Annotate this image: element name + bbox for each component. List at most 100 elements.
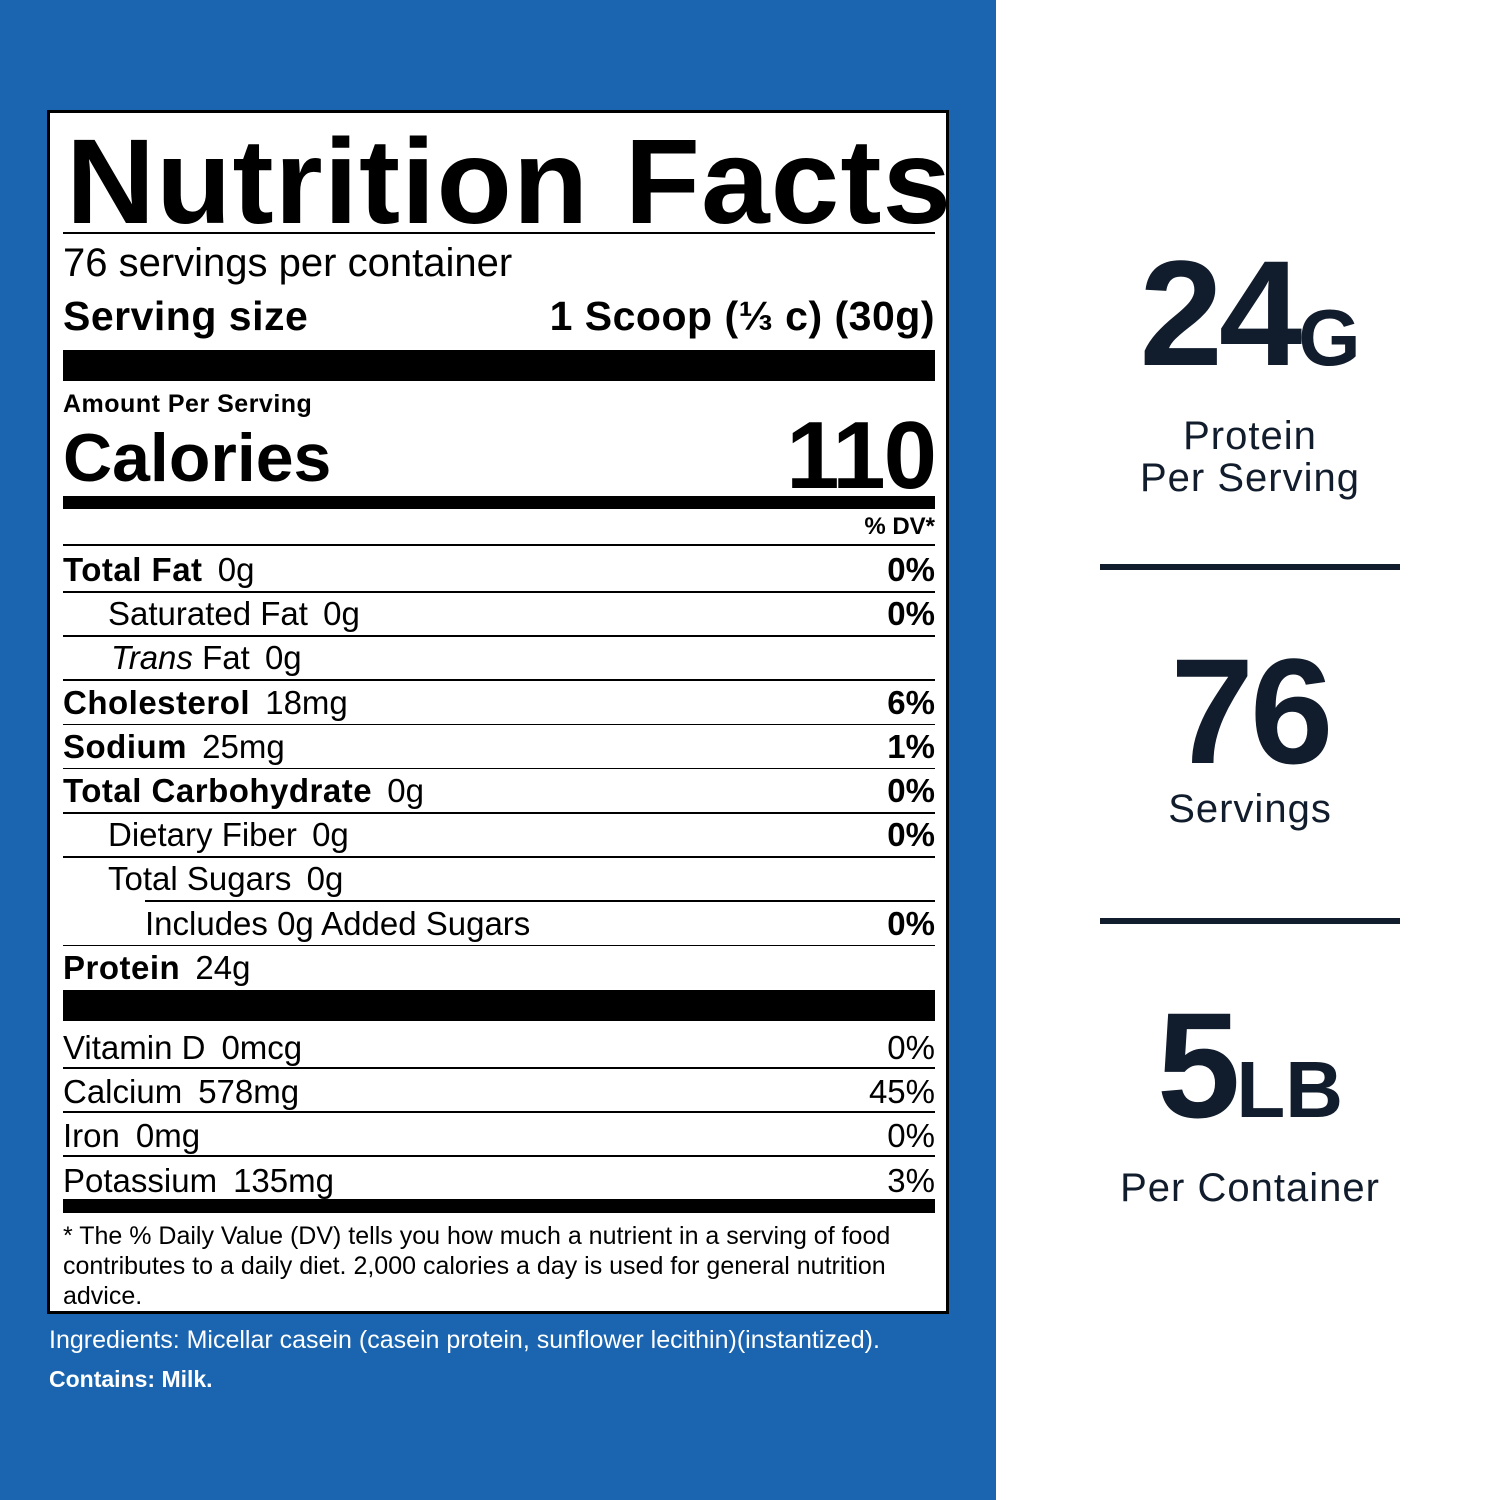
- vitamin-dv: 0%: [887, 1117, 935, 1155]
- vitamin-amount: 578mg: [198, 1073, 300, 1111]
- divider: [145, 900, 935, 902]
- divider: [63, 679, 935, 681]
- divider: [1100, 918, 1400, 924]
- nutrient-dv: 1%: [887, 727, 935, 765]
- medium-bar: [63, 496, 935, 509]
- nutrient-row: Saturated Fat 0g 0%: [63, 592, 935, 636]
- thick-bar: [63, 350, 935, 381]
- stat-unit: LB: [1236, 1045, 1344, 1134]
- nutrient-amount: 0g: [264, 639, 302, 677]
- divider: [63, 767, 935, 770]
- nutrient-label: Dietary Fiber 0g: [63, 816, 349, 854]
- nutrient-label: Total Fat 0g: [63, 551, 254, 589]
- vitamin-label: Potassium 135mg: [63, 1162, 334, 1200]
- thick-bar: [63, 990, 935, 1021]
- stat-value: 5: [1156, 981, 1240, 1149]
- calories-label: Calories: [63, 420, 332, 496]
- divider: [63, 812, 935, 814]
- nutrient-row: Includes 0g Added Sugars 0%: [63, 902, 935, 946]
- nutrient-row: Cholesterol 18mg 6%: [63, 681, 935, 725]
- nutrient-name: Dietary Fiber: [108, 816, 297, 854]
- nutrient-row: Protein 24g: [63, 946, 935, 990]
- nutrient-row: Trans Fat 0g: [63, 636, 935, 680]
- nutrient-row: Total Carbohydrate 0g 0%: [63, 769, 935, 813]
- serving-size-value: 1 Scoop (⅓ c) (30g): [549, 293, 935, 339]
- divider: [63, 1111, 935, 1113]
- divider: [63, 232, 935, 234]
- stat-protein: 24G Protein Per Serving: [1050, 238, 1450, 499]
- nutrient-label: Total Carbohydrate 0g: [63, 772, 424, 810]
- nutrient-name: Protein: [63, 948, 181, 986]
- vitamin-dv: 3%: [887, 1161, 935, 1199]
- vitamin-amount: 0mcg: [221, 1029, 303, 1066]
- calories-value: 110: [786, 402, 937, 509]
- nutrient-row: Sodium 25mg 1%: [63, 725, 935, 769]
- nutrient-name: Saturated Fat: [108, 595, 308, 633]
- divider: [63, 591, 935, 593]
- vitamin-label: Vitamin D 0mcg: [63, 1029, 302, 1067]
- nutrient-row: Dietary Fiber 0g 0%: [63, 813, 935, 857]
- vitamin-name: Calcium: [63, 1073, 183, 1111]
- vitamin-row: Calcium 578mg 45%: [63, 1070, 935, 1114]
- vitamin-name: Potassium: [63, 1161, 218, 1199]
- vitamin-label: Calcium 578mg: [63, 1073, 299, 1111]
- nutrient-label: Total Sugars 0g: [63, 860, 343, 898]
- medium-bar: [63, 1199, 935, 1213]
- nutrient-name: Total Fat: [63, 551, 203, 588]
- nutrient-amount: 25mg: [202, 727, 285, 765]
- serving-size-label: Serving size: [63, 293, 309, 339]
- stat-value: 76: [1170, 627, 1334, 795]
- divider: [1100, 564, 1400, 570]
- divider: [63, 1155, 935, 1157]
- stat-caption: Per Serving: [1140, 456, 1360, 500]
- vitamin-label: Iron 0mg: [63, 1117, 200, 1155]
- nutrient-label: Sodium 25mg: [63, 728, 285, 766]
- nutrient-name: Total Sugars: [108, 860, 292, 898]
- nutrient-amount: 0g: [312, 816, 349, 854]
- stat-servings: 76 Servings: [1050, 636, 1450, 830]
- nutrient-name-suffix: Fat: [202, 639, 250, 677]
- footnote: * The % Daily Value (DV) tells you how m…: [63, 1222, 891, 1310]
- nutrient-name: Sodium: [63, 727, 187, 765]
- stat-value: 24: [1139, 229, 1302, 397]
- nutrient-amount: 24g: [195, 948, 251, 986]
- servings-per-container: 76 servings per container: [63, 241, 513, 285]
- stat-caption: Protein: [1183, 414, 1317, 458]
- nutrient-name: Total Carbohydrate: [63, 772, 373, 809]
- divider: [63, 544, 935, 546]
- nutrient-row: Total Sugars 0g: [63, 857, 935, 901]
- nutrient-name: Includes 0g Added Sugars: [145, 904, 531, 942]
- stat-caption: Servings: [1168, 787, 1332, 831]
- nutrient-amount: 18mg: [265, 683, 348, 721]
- nutrient-dv: 6%: [887, 683, 935, 721]
- nutrient-label: Includes 0g Added Sugars: [63, 905, 530, 943]
- divider: [63, 723, 935, 726]
- nutrient-name: Trans: [111, 639, 193, 677]
- nutrition-facts-label: Nutrition Facts 76 servings per containe…: [47, 110, 953, 1314]
- nutrient-amount: 0g: [217, 551, 255, 588]
- vitamin-amount: 0mg: [135, 1117, 201, 1155]
- nutrient-label: Protein 24g: [63, 949, 250, 987]
- divider: [63, 856, 935, 858]
- vitamin-name: Vitamin D: [63, 1029, 206, 1066]
- vitamin-row: Potassium 135mg 3%: [63, 1159, 935, 1203]
- label-title: Nutrition Facts: [66, 113, 953, 249]
- ingredients: Ingredients: Micellar casein (casein pro…: [49, 1326, 880, 1354]
- serving-size-row: Serving size 1 Scoop (⅓ c) (30g): [63, 293, 935, 340]
- vitamin-row: Vitamin D 0mcg 0%: [63, 1026, 935, 1070]
- vitamin-name: Iron: [63, 1117, 120, 1155]
- nutrient-amount: 0g: [323, 595, 360, 633]
- divider: [63, 1067, 935, 1069]
- nutrient-label: Trans Fat 0g: [63, 639, 302, 677]
- stat-unit: G: [1298, 293, 1361, 382]
- allergen-statement: Contains: Milk.: [49, 1366, 213, 1392]
- nutrient-dv: 0%: [887, 816, 935, 854]
- divider: [63, 635, 935, 637]
- vitamin-dv: 45%: [868, 1073, 935, 1111]
- nutrient-dv: 0%: [887, 904, 935, 942]
- vitamin-row: Iron 0mg 0%: [63, 1114, 935, 1158]
- divider: [63, 944, 935, 947]
- nutrient-dv: 0%: [887, 551, 935, 588]
- nutrient-label: Cholesterol 18mg: [63, 684, 348, 722]
- nutrient-row: Total Fat 0g 0%: [63, 548, 935, 592]
